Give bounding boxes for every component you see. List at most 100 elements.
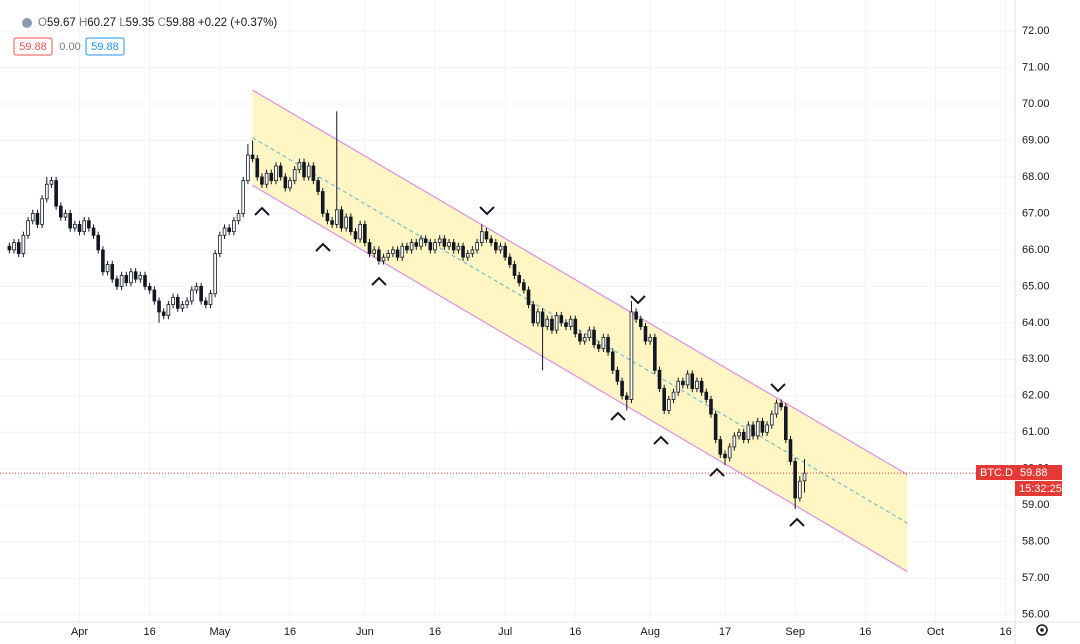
- candle-body: [769, 413, 774, 426]
- candle-body: [133, 271, 138, 280]
- y-tick-label: 62.00: [1022, 390, 1050, 402]
- candle-body: [470, 249, 475, 254]
- candle-body: [119, 275, 124, 287]
- candle-body: [124, 275, 129, 284]
- candle-body: [330, 220, 334, 225]
- candle-body: [363, 223, 367, 243]
- candle-body: [21, 234, 26, 254]
- candle-body: [16, 242, 21, 254]
- settings-gear[interactable]: [1036, 624, 1048, 636]
- x-tick-label: May: [209, 626, 230, 638]
- y-tick-label: 70.00: [1022, 98, 1050, 110]
- candle-body: [194, 285, 199, 291]
- candle-body: [138, 275, 143, 280]
- y-tick-label: 57.00: [1022, 572, 1050, 584]
- ohlc-legend: O59.67 H60.27 L59.35 C59.88 +0.22 (+0.37…: [13, 17, 277, 56]
- candle-body: [367, 242, 372, 254]
- bid-box: [13, 37, 53, 56]
- candle-body: [709, 399, 713, 415]
- candle-body: [456, 245, 461, 251]
- candle-body: [236, 213, 241, 222]
- candle-body: [433, 242, 437, 251]
- candle-body: [765, 424, 769, 433]
- candle-body: [12, 242, 16, 251]
- candle-body: [358, 223, 362, 240]
- candle-body: [489, 238, 493, 243]
- candle-body: [405, 245, 409, 251]
- candle-body: [653, 337, 657, 371]
- candle-body: [695, 380, 699, 389]
- candle-body: [283, 176, 288, 189]
- candle-body: [232, 220, 236, 233]
- countdown-box: [1015, 481, 1062, 496]
- y-tick-label: 61.00: [1022, 426, 1050, 438]
- candle-body: [536, 311, 540, 324]
- price-tag-symbol: BTC.D: [980, 467, 1013, 479]
- candle-body: [180, 304, 185, 309]
- gear-icon[interactable]: [1036, 624, 1048, 636]
- candle-body: [727, 446, 732, 459]
- candle-body: [311, 165, 316, 181]
- candle-body: [755, 420, 760, 437]
- x-tick-label: Oct: [927, 626, 944, 638]
- ask-box: [85, 37, 125, 56]
- candle-body: [157, 300, 161, 313]
- candle-body: [746, 424, 751, 440]
- candle-body: [400, 245, 405, 258]
- field-label: L: [119, 17, 126, 29]
- candle-body: [306, 165, 311, 178]
- candle-body: [606, 337, 610, 353]
- ask: 59.88: [91, 41, 119, 53]
- candle-body: [349, 216, 353, 233]
- candle-body: [484, 231, 489, 240]
- candle-body: [208, 293, 213, 306]
- candle-body: [302, 161, 306, 178]
- candle-body: [494, 242, 498, 251]
- candle-body: [409, 242, 414, 251]
- candle-body: [601, 337, 606, 349]
- candle-body: [77, 223, 82, 233]
- countdown: 15:32:25: [1019, 483, 1062, 495]
- candle-body: [437, 238, 442, 243]
- candle-body: [508, 256, 512, 265]
- candle-body: [784, 406, 788, 440]
- candle-body: [391, 249, 395, 254]
- candle-body: [297, 161, 302, 171]
- candle-body: [671, 391, 676, 400]
- candle-body: [143, 275, 147, 287]
- candle-body: [503, 245, 507, 258]
- candle-body: [353, 231, 358, 240]
- candle-body: [101, 249, 105, 273]
- x-tick-label: Jul: [498, 626, 512, 638]
- candle-body: [573, 318, 578, 335]
- candle-body: [96, 234, 101, 251]
- y-tick-label: 68.00: [1022, 171, 1050, 183]
- ohlc-values: O59.67 H60.27 L59.35 C59.88 +0.22 (+0.37…: [38, 17, 277, 29]
- candle-body: [639, 318, 643, 327]
- candle-body: [718, 439, 723, 455]
- y-tick-label: 72.00: [1022, 25, 1050, 37]
- y-tick-label: 65.00: [1022, 280, 1050, 292]
- marker-up: [315, 242, 331, 252]
- candle-body: [690, 373, 695, 389]
- candle-body: [620, 380, 624, 397]
- candle-body: [26, 220, 30, 236]
- y-tick-label: 58.00: [1022, 536, 1050, 548]
- y-tick-label: 56.00: [1022, 609, 1050, 621]
- candle-body: [189, 289, 194, 302]
- y-tick-label: 64.00: [1022, 317, 1050, 329]
- candle-body: [741, 431, 746, 440]
- candle-body: [475, 242, 479, 251]
- candle-body: [204, 300, 208, 306]
- candle-body: [447, 242, 451, 247]
- candle-body: [68, 213, 72, 229]
- gear-center[interactable]: [1040, 628, 1044, 632]
- candle-body: [732, 435, 737, 448]
- change: +0.22 (+0.37%): [198, 17, 277, 29]
- candle-body: [129, 271, 133, 284]
- channel-touch-markers: [254, 206, 805, 527]
- marker-down: [479, 206, 495, 216]
- candle-body: [582, 337, 587, 342]
- candle-body: [339, 209, 344, 229]
- candle-body: [793, 461, 797, 499]
